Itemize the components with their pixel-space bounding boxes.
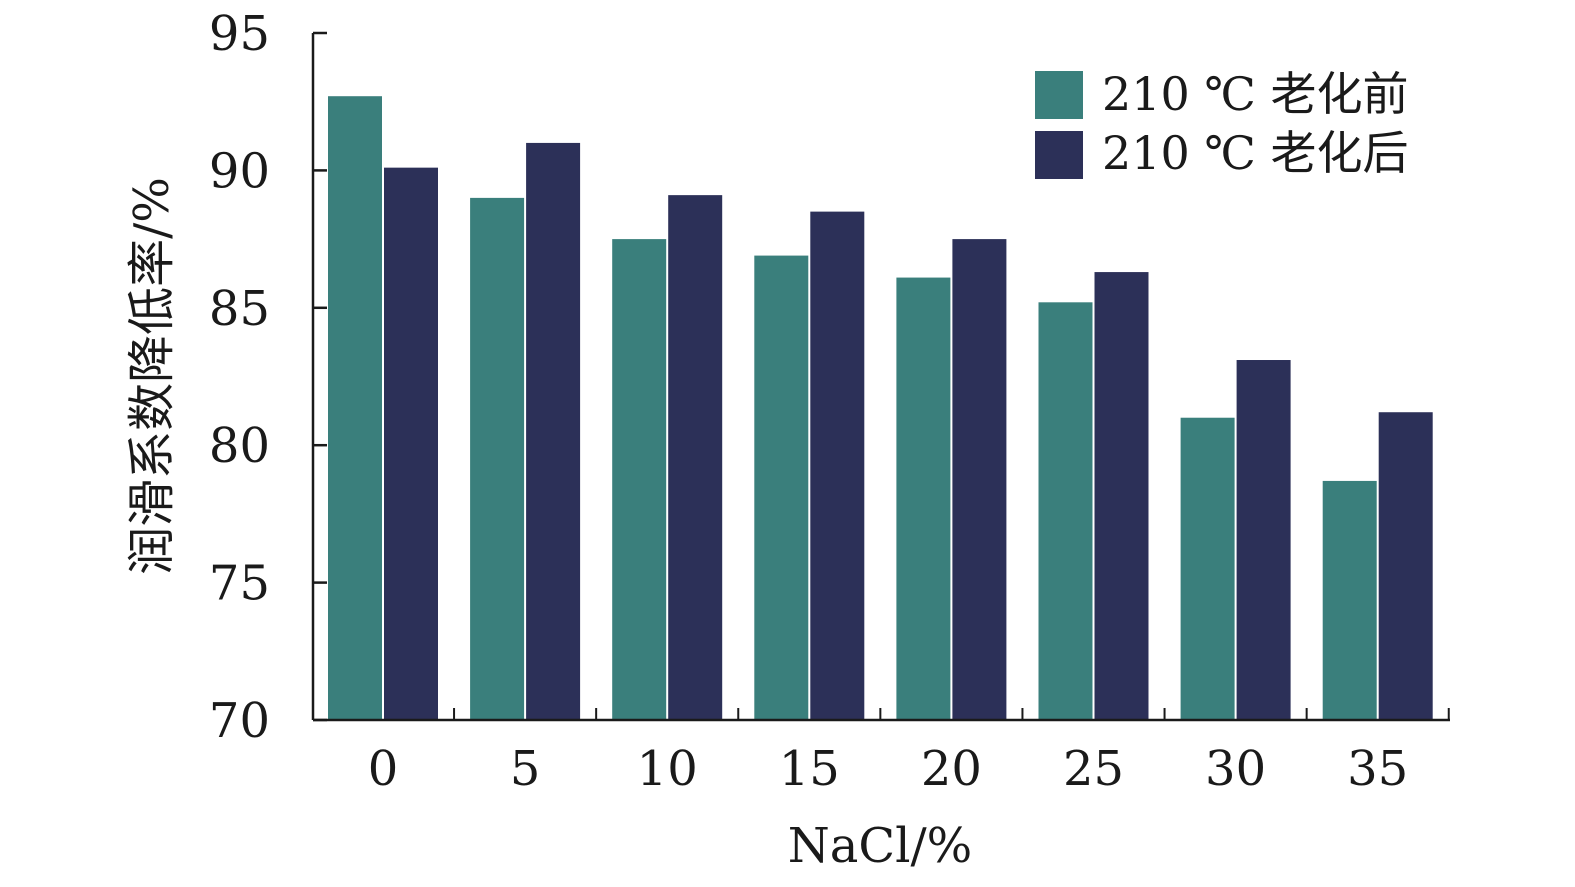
bars-layer — [328, 96, 1433, 721]
x-tick-label: 10 — [637, 741, 698, 797]
bar-before-aging-nacl-30 — [1180, 417, 1235, 720]
bar-before-aging-nacl-35 — [1322, 480, 1377, 720]
bar-after-aging-nacl-25 — [1094, 272, 1149, 720]
y-axis-label: 润滑系数降低率/% — [124, 177, 180, 575]
bar-before-aging-nacl-0 — [328, 96, 382, 721]
bar-after-aging-nacl-0 — [384, 167, 438, 721]
bar-after-aging-nacl-10 — [668, 195, 723, 720]
x-tick-label: 30 — [1205, 741, 1266, 797]
x-ticks-layer: 0 5 10 15 20 25 30 35 — [368, 708, 1450, 797]
x-tick-label: 20 — [921, 741, 982, 797]
legend-label-after-aging: 210 ℃ 老化后 — [1102, 126, 1409, 180]
y-tick-label: 95 — [209, 6, 270, 62]
x-tick-label: 35 — [1347, 741, 1408, 797]
y-tick-label: 70 — [209, 693, 270, 749]
bar-after-aging-nacl-35 — [1378, 412, 1433, 720]
x-tick-label: 25 — [1063, 741, 1124, 797]
x-axis-label: NaCl/% — [788, 818, 972, 874]
bar-before-aging-nacl-20 — [896, 277, 951, 720]
y-tick-label: 80 — [209, 418, 270, 474]
bar-after-aging-nacl-30 — [1236, 360, 1291, 720]
x-tick-label: 5 — [510, 741, 541, 797]
bar-before-aging-nacl-5 — [470, 197, 525, 720]
y-tick-label: 90 — [209, 143, 270, 199]
bar-before-aging-nacl-25 — [1038, 302, 1093, 720]
bar-after-aging-nacl-5 — [526, 142, 581, 721]
x-tick-label: 15 — [779, 741, 840, 797]
legend-label-before-aging: 210 ℃ 老化前 — [1102, 67, 1409, 121]
bar-after-aging-nacl-20 — [952, 239, 1007, 720]
bar-after-aging-nacl-15 — [810, 211, 865, 720]
legend-swatch-before-aging — [1035, 71, 1083, 119]
legend: 210 ℃ 老化前 210 ℃ 老化后 — [1035, 67, 1409, 180]
bar-before-aging-nacl-10 — [612, 239, 667, 720]
bar-before-aging-nacl-15 — [754, 255, 809, 720]
y-tick-label: 85 — [209, 281, 270, 337]
axes-layer — [311, 33, 1450, 722]
x-tick-label: 0 — [368, 741, 399, 797]
y-ticks-layer: 70 75 80 85 90 95 — [209, 6, 327, 749]
y-tick-label: 75 — [209, 556, 270, 612]
legend-swatch-after-aging — [1035, 131, 1083, 179]
